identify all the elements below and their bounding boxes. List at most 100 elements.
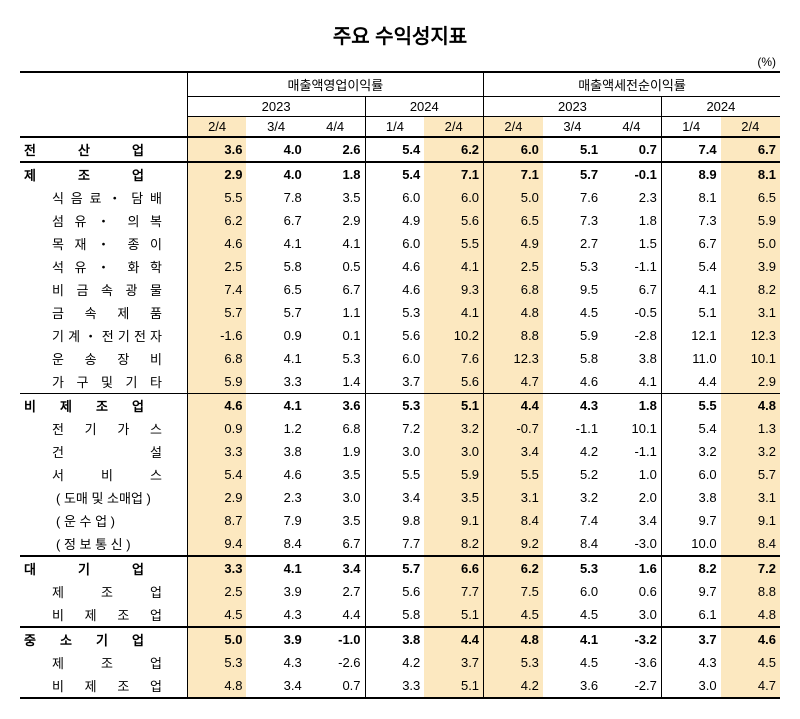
value-cell: 6.8: [187, 347, 246, 370]
value-cell: 5.8: [365, 603, 424, 627]
value-cell: 10.2: [424, 324, 483, 347]
row-label: 식 음 료 ・ 담 배: [20, 186, 187, 209]
value-cell: 6.0: [661, 463, 720, 486]
value-cell: 6.5: [484, 209, 543, 232]
value-cell: 4.1: [543, 627, 602, 651]
value-cell: 4.3: [246, 603, 305, 627]
value-cell: 4.5: [543, 301, 602, 324]
value-cell: 5.5: [661, 394, 720, 418]
value-cell: 3.5: [306, 186, 365, 209]
value-cell: 7.2: [721, 556, 780, 580]
row-label: 섬 유 ・ 의 복: [20, 209, 187, 232]
value-cell: 9.7: [661, 509, 720, 532]
value-cell: 2.9: [187, 486, 246, 509]
value-cell: 5.7: [543, 162, 602, 186]
value-cell: 3.4: [306, 556, 365, 580]
value-cell: 3.4: [484, 440, 543, 463]
value-cell: 10.1: [602, 417, 661, 440]
value-cell: 2.5: [187, 255, 246, 278]
value-cell: 0.7: [602, 137, 661, 162]
value-cell: 5.9: [424, 463, 483, 486]
value-cell: -1.1: [543, 417, 602, 440]
header-group-1: 매출액영업이익률: [187, 72, 483, 97]
value-cell: 8.8: [484, 324, 543, 347]
value-cell: 3.7: [424, 651, 483, 674]
value-cell: 10.1: [721, 347, 780, 370]
value-cell: 12.1: [661, 324, 720, 347]
value-cell: 4.8: [484, 301, 543, 324]
table-row: 기 계 ・ 전 기 전 자-1.60.90.15.610.28.85.9-2.8…: [20, 324, 780, 347]
value-cell: 5.3: [543, 255, 602, 278]
value-cell: 3.1: [721, 301, 780, 324]
value-cell: 3.6: [187, 137, 246, 162]
value-cell: 1.8: [602, 394, 661, 418]
value-cell: 11.0: [661, 347, 720, 370]
header-quarter: 2/4: [424, 117, 483, 138]
value-cell: 8.4: [246, 532, 305, 556]
value-cell: 7.5: [484, 580, 543, 603]
value-cell: 3.7: [365, 370, 424, 394]
row-label: 비 제 조 업: [20, 394, 187, 418]
value-cell: 4.1: [602, 370, 661, 394]
value-cell: 4.8: [721, 394, 780, 418]
row-label: 가 구 및 기 타: [20, 370, 187, 394]
value-cell: 4.8: [721, 603, 780, 627]
row-label: 건 설: [20, 440, 187, 463]
value-cell: 5.6: [365, 580, 424, 603]
value-cell: 4.6: [246, 463, 305, 486]
value-cell: 9.4: [187, 532, 246, 556]
value-cell: 7.3: [661, 209, 720, 232]
value-cell: 6.2: [484, 556, 543, 580]
value-cell: 6.2: [187, 209, 246, 232]
value-cell: 4.1: [246, 556, 305, 580]
value-cell: 7.9: [246, 509, 305, 532]
value-cell: 5.0: [484, 186, 543, 209]
value-cell: 5.1: [543, 137, 602, 162]
value-cell: 3.7: [661, 627, 720, 651]
value-cell: 4.1: [306, 232, 365, 255]
header-year-2024-b: 2024: [661, 97, 780, 117]
value-cell: -1.1: [602, 440, 661, 463]
value-cell: 5.4: [187, 463, 246, 486]
table-row: 대 기 업3.34.13.45.76.66.25.31.68.27.2: [20, 556, 780, 580]
value-cell: 7.3: [543, 209, 602, 232]
value-cell: 4.6: [365, 278, 424, 301]
value-cell: 5.5: [484, 463, 543, 486]
header-year-2023-b: 2023: [484, 97, 662, 117]
value-cell: 1.8: [602, 209, 661, 232]
header-quarter: 2/4: [484, 117, 543, 138]
row-label: 제 조 업: [20, 162, 187, 186]
value-cell: 8.2: [721, 278, 780, 301]
value-cell: 6.0: [484, 137, 543, 162]
value-cell: 6.7: [661, 232, 720, 255]
value-cell: 6.5: [246, 278, 305, 301]
row-label: 비 금 속 광 물: [20, 278, 187, 301]
value-cell: 0.6: [602, 580, 661, 603]
value-cell: 9.7: [661, 580, 720, 603]
value-cell: 5.1: [661, 301, 720, 324]
value-cell: 8.7: [187, 509, 246, 532]
value-cell: -1.0: [306, 627, 365, 651]
value-cell: 6.7: [721, 137, 780, 162]
value-cell: 8.8: [721, 580, 780, 603]
value-cell: 5.5: [424, 232, 483, 255]
value-cell: 1.6: [602, 556, 661, 580]
value-cell: 2.3: [602, 186, 661, 209]
value-cell: 12.3: [721, 324, 780, 347]
value-cell: 2.9: [187, 162, 246, 186]
value-cell: 5.3: [543, 556, 602, 580]
value-cell: -3.6: [602, 651, 661, 674]
value-cell: 4.5: [543, 651, 602, 674]
value-cell: 9.1: [721, 509, 780, 532]
table-row: 운 송 장 비6.84.15.36.07.612.35.83.811.010.1: [20, 347, 780, 370]
value-cell: 7.6: [424, 347, 483, 370]
value-cell: 9.1: [424, 509, 483, 532]
value-cell: 3.3: [187, 440, 246, 463]
value-cell: -3.0: [602, 532, 661, 556]
value-cell: 7.4: [187, 278, 246, 301]
value-cell: 4.7: [484, 370, 543, 394]
value-cell: 3.0: [661, 674, 720, 698]
value-cell: 3.2: [543, 486, 602, 509]
value-cell: 3.2: [424, 417, 483, 440]
value-cell: 3.8: [246, 440, 305, 463]
